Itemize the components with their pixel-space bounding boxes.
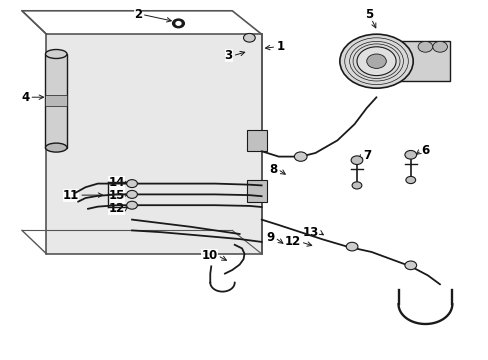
- Circle shape: [417, 41, 432, 52]
- Text: 14: 14: [108, 176, 124, 189]
- Ellipse shape: [45, 50, 67, 59]
- Text: 12: 12: [284, 235, 300, 248]
- Text: 5: 5: [365, 8, 372, 21]
- Bar: [45, 95, 67, 106]
- Text: 15: 15: [108, 189, 124, 202]
- Text: 2: 2: [133, 8, 142, 21]
- Text: 8: 8: [269, 163, 277, 176]
- Circle shape: [366, 54, 386, 68]
- Bar: [390, 41, 449, 81]
- Text: 10: 10: [201, 249, 217, 262]
- Circle shape: [126, 201, 137, 209]
- Text: 13: 13: [303, 226, 319, 239]
- Circle shape: [294, 152, 306, 161]
- Ellipse shape: [45, 143, 67, 152]
- Text: 12: 12: [108, 202, 124, 215]
- Circle shape: [356, 47, 395, 76]
- Text: 9: 9: [266, 231, 274, 244]
- Circle shape: [405, 176, 415, 184]
- Bar: [246, 130, 266, 151]
- Circle shape: [346, 242, 357, 251]
- Circle shape: [339, 34, 412, 88]
- Polygon shape: [46, 34, 261, 254]
- Text: 3: 3: [224, 49, 232, 62]
- Circle shape: [176, 22, 181, 25]
- Text: 11: 11: [63, 189, 79, 202]
- Circle shape: [243, 33, 255, 42]
- Bar: [246, 180, 266, 202]
- Circle shape: [351, 182, 361, 189]
- Circle shape: [172, 19, 184, 28]
- Text: 7: 7: [362, 149, 370, 162]
- Circle shape: [404, 150, 416, 159]
- Circle shape: [126, 190, 137, 198]
- Circle shape: [350, 156, 362, 165]
- Circle shape: [432, 41, 447, 52]
- Circle shape: [404, 261, 416, 270]
- Circle shape: [126, 180, 137, 188]
- Text: 4: 4: [21, 91, 29, 104]
- Bar: [45, 54, 67, 148]
- Text: 1: 1: [276, 40, 284, 53]
- Text: 6: 6: [421, 144, 429, 157]
